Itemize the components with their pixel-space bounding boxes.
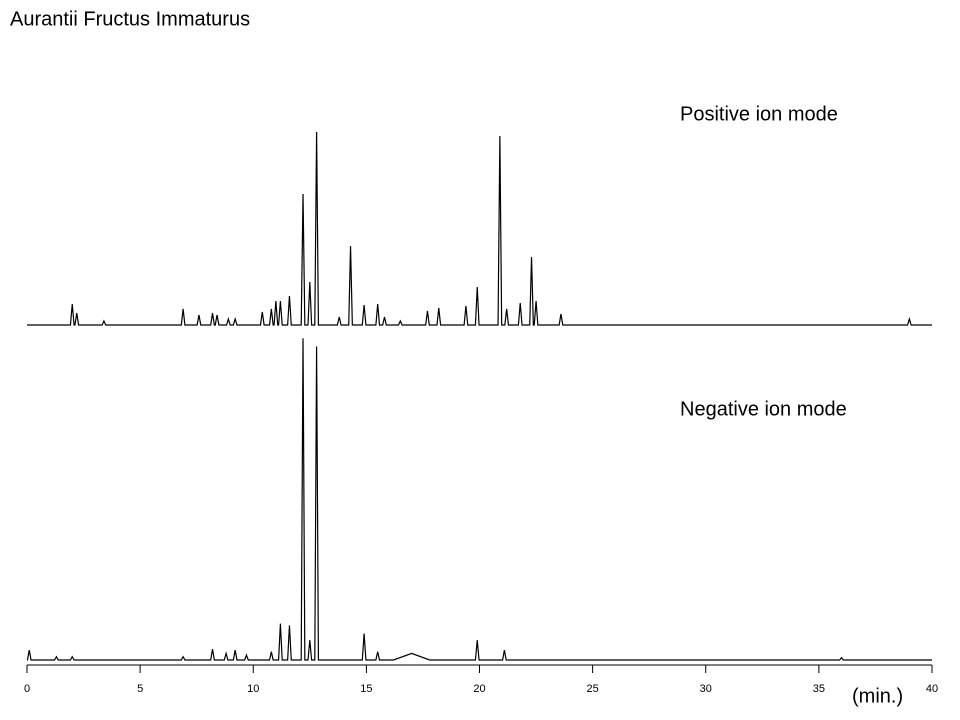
x-tick-label: 15 bbox=[360, 683, 372, 695]
x-tick-label: 20 bbox=[473, 683, 485, 695]
x-tick-label: 25 bbox=[587, 683, 599, 695]
x-tick-label: 0 bbox=[24, 683, 30, 695]
chart-title: Aurantii Fructus Immaturus bbox=[10, 8, 250, 30]
trace-line bbox=[26, 338, 932, 661]
x-axis-label: (min.) bbox=[852, 685, 903, 707]
trace-label: Negative ion mode bbox=[680, 398, 847, 420]
x-tick-label: 35 bbox=[813, 683, 825, 695]
x-tick-label: 10 bbox=[247, 683, 259, 695]
x-tick-label: 5 bbox=[137, 683, 143, 695]
x-tick-label: 30 bbox=[700, 683, 712, 695]
trace-line bbox=[27, 131, 932, 326]
x-tick-label: 40 bbox=[926, 683, 938, 695]
trace-label: Positive ion mode bbox=[680, 103, 838, 125]
